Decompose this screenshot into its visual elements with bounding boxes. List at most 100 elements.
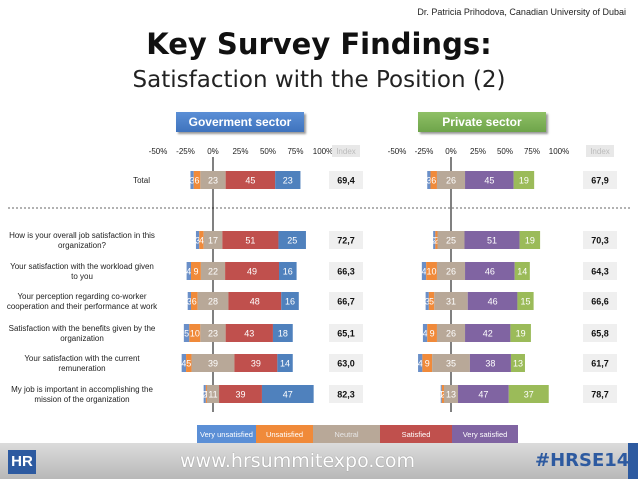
index-value: 69,4 — [337, 176, 355, 186]
bar-segment — [517, 292, 534, 310]
bar-value-label: 45 — [484, 176, 494, 186]
bar-value-label: 3 — [426, 176, 431, 186]
bar-value-label: 26 — [446, 329, 456, 339]
index-value: 61,7 — [591, 359, 609, 369]
row-label: cooperation and their performance at wor… — [7, 302, 158, 311]
bar-value-label: 3 — [425, 297, 430, 307]
bar-segment — [467, 292, 518, 310]
bar-segment — [422, 354, 433, 372]
bar-segment — [441, 385, 444, 403]
bar-segment — [519, 231, 541, 249]
bar-value-label: 6 — [192, 297, 197, 307]
bar-value-label: 14 — [280, 359, 290, 369]
bar-segment — [234, 354, 278, 372]
bar-value-label: 2 — [434, 236, 439, 246]
row-label: Your satisfaction with the workload give… — [10, 262, 154, 271]
bar-segment — [228, 292, 282, 310]
row-label: My job is important in accomplishing the — [11, 385, 153, 394]
index-value: 66,7 — [337, 297, 355, 307]
bar-value-label: 17 — [208, 236, 218, 246]
bar-segment — [222, 231, 279, 249]
legend-label: Very unsatisfied — [200, 430, 253, 439]
axis-tick-label: 75% — [524, 147, 540, 156]
bar-value-label: 10 — [427, 267, 437, 277]
bar-segment — [200, 171, 226, 189]
bar-value-label: 39 — [251, 359, 261, 369]
bar-value-label: 39 — [235, 390, 245, 400]
bar-segment — [191, 292, 198, 310]
axis-tick-label: 25% — [232, 147, 248, 156]
bar-value-label: 26 — [446, 267, 456, 277]
bar-value-label: 26 — [446, 176, 456, 186]
bar-segment — [465, 262, 515, 280]
bar-value-label: 9 — [430, 329, 435, 339]
bar-segment — [191, 262, 201, 280]
website-link[interactable]: www.hrsummitexpo.com — [180, 450, 416, 472]
bar-value-label: 49 — [247, 267, 257, 277]
index-value-bg — [329, 324, 363, 342]
bar-segment — [432, 354, 470, 372]
index-value: 67,9 — [591, 176, 609, 186]
legend-swatch — [197, 425, 256, 443]
index-value-bg — [583, 354, 617, 372]
bar-value-label: 19 — [516, 329, 526, 339]
bar-value-label: 51 — [245, 236, 255, 246]
bar-value-label: 25 — [287, 236, 297, 246]
footer-bar — [0, 443, 638, 479]
bar-segment — [203, 385, 206, 403]
index-value-bg — [583, 324, 617, 342]
bar-segment — [203, 231, 223, 249]
row-label: organization? — [58, 241, 107, 250]
bar-value-label: 4 — [423, 329, 428, 339]
bar-segment — [510, 324, 531, 342]
index-value: 66,6 — [591, 297, 609, 307]
legend-label: Very satisfied — [463, 430, 508, 439]
bar-segment — [427, 324, 437, 342]
axis-tick-label: -50% — [388, 147, 407, 156]
bar-segment — [434, 292, 468, 310]
index-value: 72,7 — [337, 236, 355, 246]
bar-segment — [437, 231, 465, 249]
index-header-bg — [586, 145, 614, 157]
bar-value-label: 42 — [483, 329, 493, 339]
bar-segment — [279, 262, 297, 280]
bar-value-label: 4 — [186, 267, 191, 277]
legend-label: Unsatisfied — [266, 430, 303, 439]
bar-segment — [199, 231, 204, 249]
index-value-bg — [329, 231, 363, 249]
bar-segment — [443, 385, 459, 403]
bar-value-label: 3 — [187, 297, 192, 307]
bar-value-label: 23 — [208, 329, 218, 339]
bar-value-label: 10 — [190, 329, 200, 339]
axis-tick-label: 100% — [313, 147, 333, 156]
index-value: 65,8 — [591, 329, 609, 339]
bar-segment — [513, 171, 535, 189]
bar-value-label: 31 — [446, 297, 456, 307]
bar-value-label: 3 — [195, 236, 200, 246]
bar-segment — [200, 324, 226, 342]
bar-value-label: 38 — [485, 359, 495, 369]
bar-segment — [225, 324, 273, 342]
bar-value-label: 22 — [208, 267, 218, 277]
bar-value-label: 4 — [181, 359, 186, 369]
bar-segment — [514, 262, 530, 280]
bar-segment — [436, 171, 466, 189]
index-value-bg — [583, 385, 617, 403]
bar-segment — [186, 354, 192, 372]
index-value-bg — [329, 385, 363, 403]
bar-segment — [428, 292, 435, 310]
axis-tick-label: 100% — [549, 147, 569, 156]
bar-value-label: 5 — [186, 359, 191, 369]
bar-segment — [422, 324, 428, 342]
row-label: organization — [60, 334, 104, 343]
bar-segment — [191, 354, 235, 372]
bar-segment — [193, 171, 201, 189]
bar-segment — [195, 231, 200, 249]
axis-tick-label: 75% — [287, 147, 303, 156]
row-label: Your perception regarding co-worker — [17, 292, 146, 301]
legend-label: Satisfied — [402, 430, 431, 439]
bar-value-label: 16 — [285, 297, 295, 307]
index-value: 78,7 — [591, 390, 609, 400]
bar-value-label: 37 — [524, 390, 534, 400]
index-value: 65,1 — [337, 329, 355, 339]
